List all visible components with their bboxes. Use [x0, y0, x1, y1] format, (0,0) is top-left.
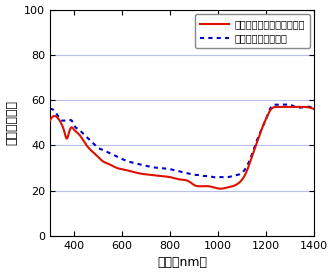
表面（サンドブラスト面）	[168, 175, 172, 179]
表面（サンドブラスト面）	[299, 105, 303, 108]
裏面（未処理の面）	[213, 176, 217, 179]
裏面（未処理の面）	[48, 108, 52, 111]
X-axis label: 波長（nm）: 波長（nm）	[157, 257, 207, 269]
裏面（未処理の面）	[312, 108, 316, 111]
Line: 裏面（未処理の面）: 裏面（未処理の面）	[50, 104, 314, 177]
表面（サンドブラスト面）	[48, 119, 52, 122]
表面（サンドブラスト面）	[204, 185, 208, 188]
裏面（未処理の面）	[168, 167, 172, 171]
表面（サンドブラスト面）	[219, 187, 223, 190]
裏面（未処理の面）	[247, 159, 252, 162]
表面（サンドブラスト面）	[312, 108, 316, 111]
裏面（未処理の面）	[95, 145, 99, 148]
裏面（未処理の面）	[225, 175, 229, 179]
裏面（未処理の面）	[286, 103, 290, 106]
表面（サンドブラスト面）	[247, 162, 252, 166]
裏面（未処理の面）	[116, 155, 120, 159]
Line: 表面（サンドブラスト面）: 表面（サンドブラスト面）	[50, 107, 314, 189]
Legend: 表面（サンドブラスト面）, 裏面（未処理の面）: 表面（サンドブラスト面）, 裏面（未処理の面）	[195, 14, 310, 48]
裏面（未処理の面）	[204, 174, 208, 178]
表面（サンドブラスト面）	[95, 154, 99, 157]
表面（サンドブラスト面）	[225, 186, 229, 189]
表面（サンドブラスト面）	[116, 167, 120, 170]
Y-axis label: 反射率（％）: 反射率（％）	[6, 100, 19, 145]
